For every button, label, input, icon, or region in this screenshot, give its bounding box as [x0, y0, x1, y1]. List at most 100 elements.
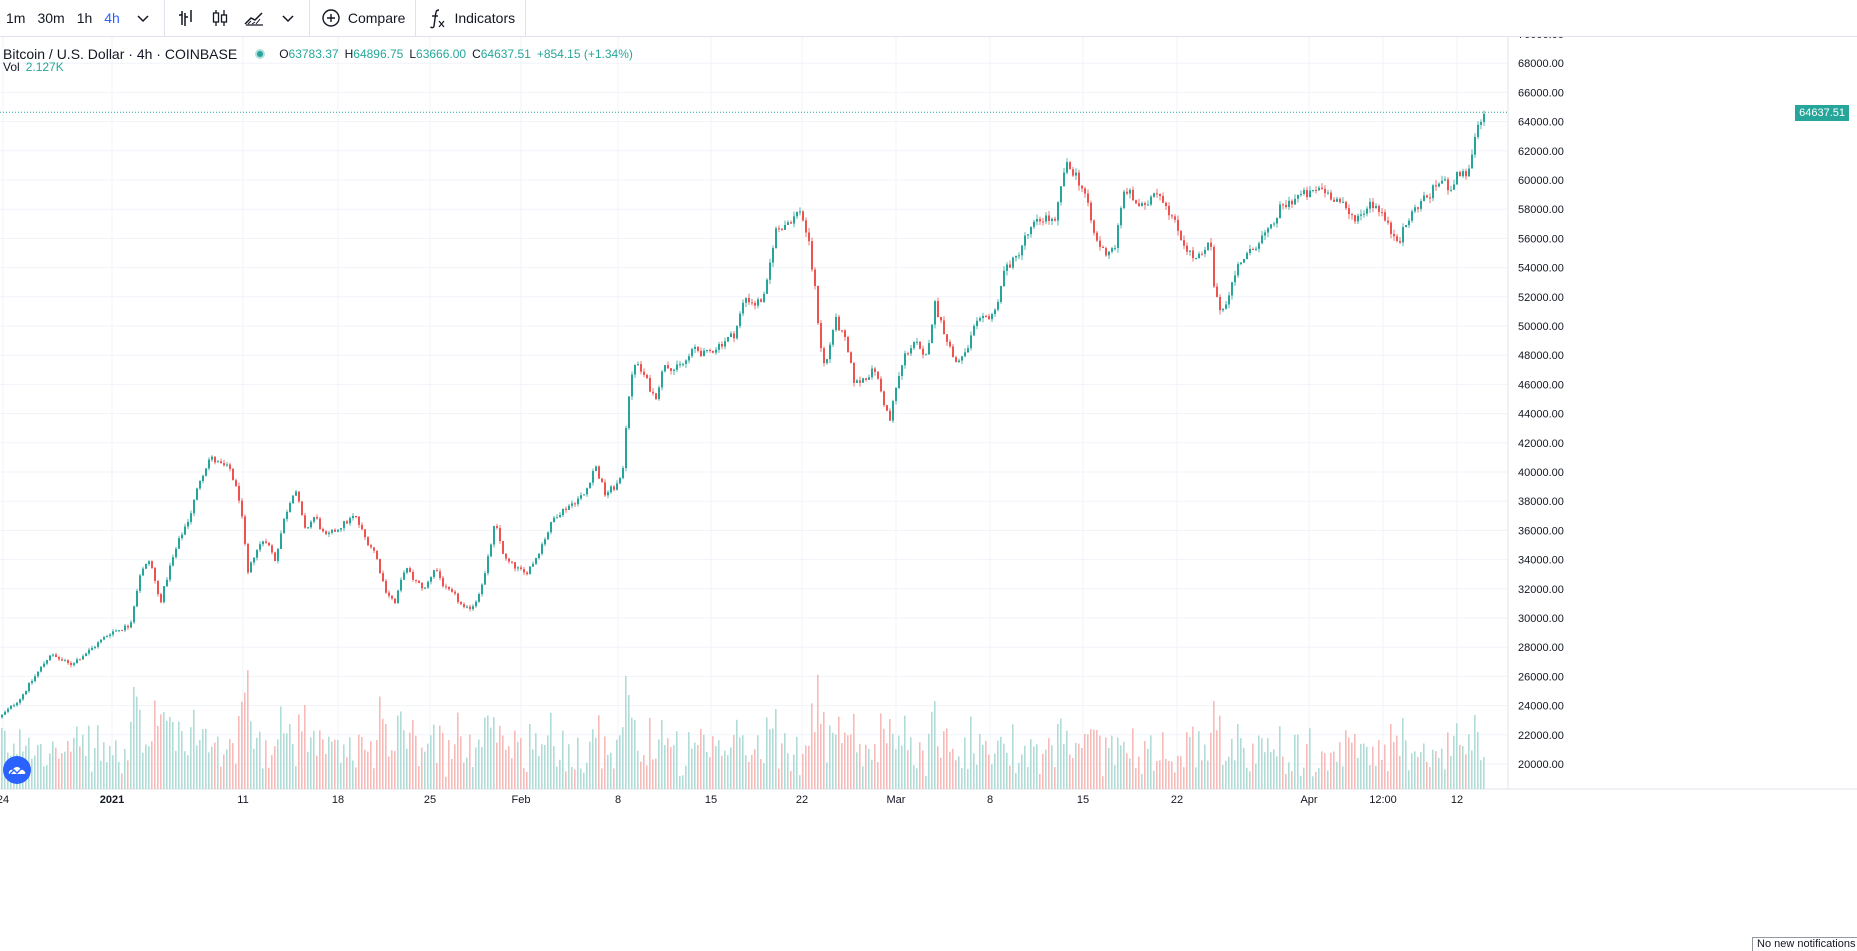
candle-body [106, 635, 108, 637]
volume-bar [505, 750, 507, 789]
interval-dropdown-button[interactable] [126, 0, 160, 37]
volume-bar [1105, 737, 1107, 789]
volume-label: Vol [3, 60, 20, 74]
volume-bar [385, 723, 387, 789]
candle-body [1183, 240, 1185, 246]
volume-bar [1060, 718, 1062, 789]
candle-body [376, 550, 378, 560]
volume-bar [1249, 771, 1251, 789]
volume-bar [982, 744, 984, 789]
area-style-button[interactable] [237, 0, 271, 37]
candle-body [382, 573, 384, 582]
volume-bar [907, 750, 909, 789]
volume-bar [805, 745, 807, 789]
candle-body [895, 387, 897, 402]
candle-body [1399, 240, 1401, 243]
candle-body [40, 666, 42, 672]
candle-body [1126, 191, 1128, 194]
candle-body [802, 211, 804, 221]
volume-bar [271, 755, 273, 789]
chart-pane[interactable]: 70000.00 68000.00 66000.00 64000.00 62000.00… [0, 37, 1857, 951]
price-axis-tick: 46000.00 [1518, 379, 1564, 391]
volume-bar [1456, 723, 1458, 789]
candle-body [520, 567, 522, 570]
candle-body [841, 330, 843, 332]
candle-body [607, 492, 609, 496]
candle-body [331, 529, 333, 533]
candle-body [424, 587, 426, 589]
volume-bar [1168, 760, 1170, 789]
volume-bar [679, 776, 681, 789]
time-axis-tick: Apr [1300, 794, 1317, 806]
candle-body [193, 499, 195, 514]
interval-1m-button[interactable]: 1m [6, 10, 26, 26]
candle-body [505, 553, 507, 559]
candle-body [256, 549, 258, 558]
interval-1h-button[interactable]: 1h [76, 10, 93, 26]
candle-body [91, 647, 93, 650]
volume-bar [301, 731, 303, 789]
candle-body [970, 335, 972, 349]
candle-body [484, 573, 486, 585]
volume-bar [1072, 758, 1074, 789]
volume-bar [1033, 746, 1035, 789]
symbol-title[interactable]: Bitcoin / U.S. Dollar · 4h · COINBASE [3, 46, 238, 62]
candle-body [379, 559, 381, 574]
volume-bar [1303, 767, 1305, 789]
volume-bar [739, 737, 741, 789]
time-axis-tick: 8 [987, 794, 993, 806]
volume-bar [355, 767, 357, 789]
candle-body [25, 691, 27, 695]
candle-body [202, 475, 204, 482]
volume-bar [1390, 724, 1392, 789]
volume-bar [1408, 770, 1410, 789]
candle-body [526, 572, 528, 575]
candle-body [1282, 204, 1284, 206]
candle-body [1357, 215, 1359, 222]
candle-body [979, 318, 981, 321]
volume-bar [52, 741, 54, 789]
candle-body [274, 552, 276, 561]
volume-bar [703, 734, 705, 789]
volume-bar [115, 740, 117, 789]
candle-body [1039, 219, 1041, 222]
candle-body [262, 541, 264, 545]
candle-body [850, 352, 852, 364]
compare-button[interactable]: Compare [314, 0, 412, 37]
candle-body [577, 498, 579, 505]
volume-bar [40, 744, 42, 789]
candle-body [127, 625, 129, 628]
interval-30m-button[interactable]: 30m [37, 10, 65, 26]
price-chart[interactable]: 70000.00 68000.00 66000.00 64000.00 62000.00… [0, 37, 1857, 951]
volume-bar [1336, 761, 1338, 789]
candle-body [154, 567, 156, 581]
candle-body [142, 568, 144, 576]
candle-body [922, 348, 924, 355]
volume-bar [1477, 731, 1479, 789]
interval-4h-button[interactable]: 4h [104, 10, 120, 26]
volume-bar [1402, 718, 1404, 789]
volume-bar [1372, 746, 1374, 789]
market-status-icon[interactable] [255, 49, 266, 59]
candle-body [199, 481, 201, 489]
volume-bar [736, 719, 738, 789]
volume-bar [676, 731, 678, 789]
chart-style-dropdown-button[interactable] [271, 0, 305, 37]
candle-body [385, 581, 387, 593]
candle-body [430, 576, 432, 582]
close-value: 64637.51 [480, 47, 531, 61]
tradingview-logo-icon[interactable] [3, 756, 31, 784]
candle-body [223, 463, 225, 466]
volume-bar [967, 768, 969, 789]
volume-bar [784, 733, 786, 789]
notification-toast[interactable]: No new notifications [1752, 937, 1857, 951]
candle-body [82, 656, 84, 660]
candle-body [1411, 211, 1413, 221]
volume-bar [79, 746, 81, 789]
indicators-button[interactable]: Indicators [420, 0, 521, 37]
volume-bar [946, 728, 948, 789]
candles-style-button[interactable] [203, 0, 237, 37]
candle-body [1483, 113, 1485, 123]
bars-style-button[interactable] [169, 0, 203, 37]
volume-bar [1162, 732, 1164, 789]
